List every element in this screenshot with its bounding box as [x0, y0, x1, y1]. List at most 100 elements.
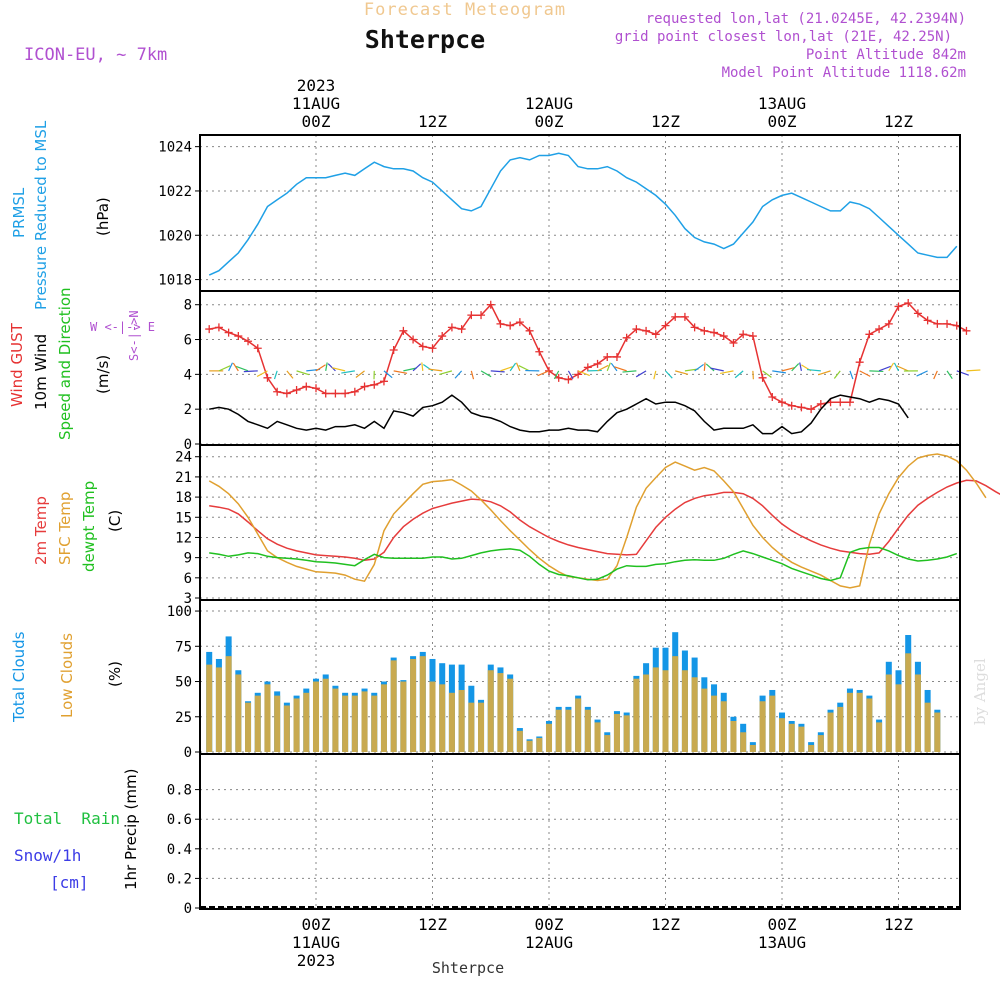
gust-marker — [244, 337, 253, 346]
y-tick-label: 75 — [175, 639, 192, 655]
low-cloud-bar — [652, 667, 659, 752]
low-cloud-bar — [837, 706, 844, 752]
wind-arrow — [490, 370, 505, 373]
wind-unit: (m/s) — [94, 355, 112, 394]
snow-label: Snow/1h — [14, 846, 81, 865]
wind-arrow — [888, 362, 895, 372]
low-cloud-bar — [293, 698, 300, 752]
wind-arrow — [355, 370, 365, 378]
pressure-unit: (hPa) — [94, 197, 112, 236]
low-cloud-bar — [351, 695, 358, 752]
wind-arrow — [218, 365, 231, 372]
gust-marker — [428, 344, 437, 353]
gust-marker — [904, 298, 913, 307]
gust-marker — [282, 389, 291, 398]
y-tick-label: 12 — [175, 530, 192, 546]
gust-marker — [710, 328, 719, 337]
wind-arrow — [849, 370, 854, 380]
gust-label: Wind GUST — [8, 322, 26, 407]
gust-marker — [690, 323, 699, 332]
wind-arrow — [273, 370, 278, 380]
bottom-time-label: 12Z — [884, 915, 913, 934]
low-cloud-bar — [507, 678, 514, 752]
low-cloud-bar — [759, 701, 766, 752]
low-cloud-bar — [225, 656, 232, 752]
y-tick-label: 0 — [184, 437, 192, 453]
wind-arrow — [606, 362, 611, 372]
gust-marker — [962, 326, 971, 335]
y-tick-label: 0.2 — [167, 871, 192, 887]
gust-marker — [933, 319, 942, 328]
gust-marker — [603, 352, 612, 361]
y-tick-label: 1020 — [158, 228, 192, 244]
low-cloud-bar — [361, 691, 368, 752]
gust-marker — [525, 326, 534, 335]
low-cloud-bar — [643, 674, 650, 752]
y-tick-label: 9 — [184, 551, 192, 567]
wind-arrow — [515, 362, 521, 372]
low-cloud-bar — [342, 695, 349, 752]
gust-marker — [341, 389, 350, 398]
y-tick-label: 0.6 — [167, 812, 192, 828]
gust-marker — [632, 325, 641, 334]
wind-arrow — [286, 370, 294, 379]
wind-arrow — [720, 370, 734, 375]
gust-marker — [768, 392, 777, 401]
wind-arrow — [235, 365, 249, 372]
low-cloud-bar — [604, 735, 611, 752]
wind-arrow — [622, 370, 637, 373]
compass-sn: S<-|->N — [127, 310, 141, 361]
bottom-time-label: 12Z — [651, 915, 680, 934]
rain-label: Total Rain — [14, 809, 120, 828]
low-cloud-bar — [419, 656, 426, 752]
low-cloud-bar — [565, 709, 572, 752]
gust-marker — [593, 359, 602, 368]
gust-marker — [612, 352, 621, 361]
top-time-label: 12AUG — [525, 94, 573, 113]
low-cloud-bar — [245, 702, 252, 752]
gust-marker — [253, 344, 262, 353]
gridlines — [200, 135, 960, 909]
dew-label: dewpt Temp — [80, 481, 98, 572]
bottom-time-label: 12AUG — [525, 933, 573, 952]
gust-marker — [535, 347, 544, 356]
low-cloud-bar — [478, 702, 485, 752]
wind-arrow — [577, 370, 590, 377]
low-cloud-bar — [808, 744, 815, 752]
footer-station: Shterpce — [432, 959, 504, 977]
gust-marker — [263, 373, 272, 382]
low-cloud-bar — [526, 740, 533, 752]
gust-marker — [816, 399, 825, 408]
gust-marker — [923, 316, 932, 325]
low-cloud-bar — [429, 681, 436, 752]
y-tick-label: 15 — [175, 510, 192, 526]
gust-marker — [370, 380, 379, 389]
low-cloud-bar — [264, 684, 271, 752]
y-tick-label: 0 — [184, 901, 192, 917]
gust-marker — [312, 384, 320, 393]
wind-arrow — [896, 365, 909, 372]
wind-arrow — [734, 370, 744, 379]
gust-marker — [622, 333, 631, 342]
wind-arrow — [653, 370, 657, 380]
low-cloud-bar — [390, 660, 397, 752]
temp-unit: (C) — [106, 510, 124, 532]
low-cloud-bar — [895, 684, 902, 752]
cloud-unit: (%) — [106, 661, 124, 687]
low-cloud-bar — [545, 723, 553, 752]
wind-arrow — [500, 366, 513, 372]
y-tick-label: 21 — [175, 470, 192, 486]
y-tick-label: 2 — [184, 402, 192, 418]
gust-marker — [787, 401, 796, 410]
low-cloud-bar — [701, 688, 708, 752]
pressure-label-1: PRMSL — [10, 187, 28, 238]
panel-frame — [199, 753, 961, 910]
gust-marker — [224, 328, 233, 337]
wind-arrow — [412, 363, 422, 372]
gust-marker — [807, 405, 816, 414]
gust-marker — [360, 382, 369, 391]
series-line — [209, 479, 1000, 562]
wind-arrow — [470, 370, 475, 380]
wind-arrow — [799, 362, 803, 371]
